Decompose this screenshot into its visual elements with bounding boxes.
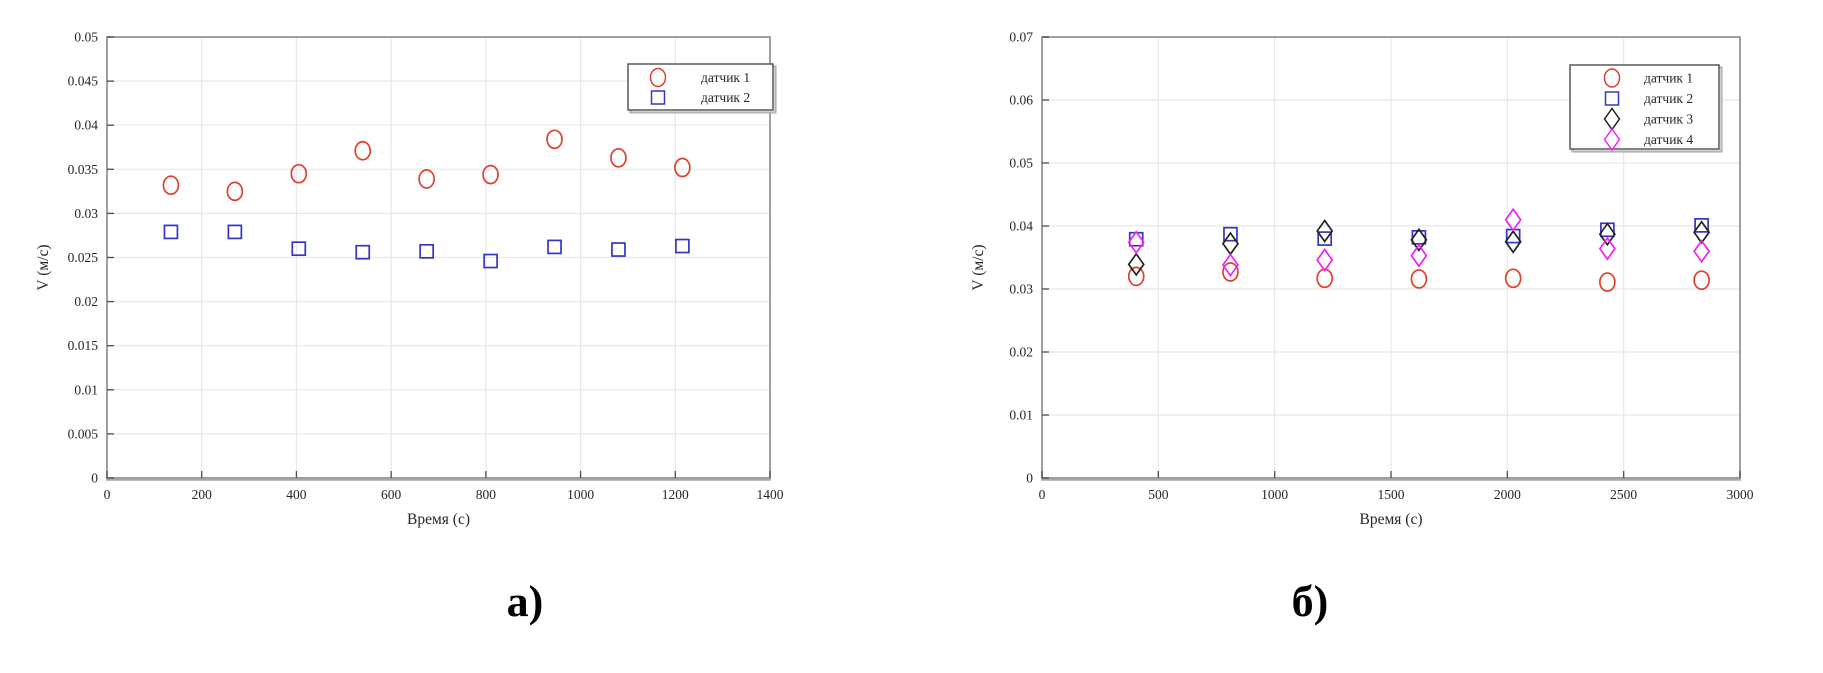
svg-text:500: 500 <box>1148 487 1169 502</box>
svg-text:0: 0 <box>91 471 98 486</box>
svg-text:0.01: 0.01 <box>1009 408 1033 423</box>
svg-text:600: 600 <box>381 487 402 502</box>
svg-text:0.07: 0.07 <box>1009 30 1033 45</box>
svg-text:0.045: 0.045 <box>68 74 99 89</box>
svg-text:2500: 2500 <box>1610 487 1637 502</box>
svg-text:0.03: 0.03 <box>1009 282 1033 297</box>
svg-text:датчик 3: датчик 3 <box>1644 112 1693 127</box>
svg-text:0.06: 0.06 <box>1009 93 1033 108</box>
svg-text:0: 0 <box>1026 471 1033 486</box>
svg-text:V (м/с): V (м/с) <box>35 244 52 290</box>
svg-text:3000: 3000 <box>1727 487 1754 502</box>
svg-text:200: 200 <box>192 487 213 502</box>
svg-text:0.05: 0.05 <box>74 30 98 45</box>
svg-text:датчик 1: датчик 1 <box>701 70 750 85</box>
svg-text:0: 0 <box>104 487 111 502</box>
svg-text:0.03: 0.03 <box>74 206 98 221</box>
svg-text:1000: 1000 <box>1261 487 1288 502</box>
svg-text:0.04: 0.04 <box>74 118 98 133</box>
svg-text:0.035: 0.035 <box>68 162 99 177</box>
svg-text:датчик 1: датчик 1 <box>1644 71 1693 86</box>
svg-text:0: 0 <box>1039 487 1046 502</box>
svg-text:0.02: 0.02 <box>1009 345 1033 360</box>
svg-text:800: 800 <box>476 487 497 502</box>
svg-text:0.02: 0.02 <box>74 294 98 309</box>
svg-text:1400: 1400 <box>757 487 784 502</box>
svg-text:1000: 1000 <box>567 487 594 502</box>
chart-b-scatter-plot: 0 500 1000 1500 2000 2500 3000 0 0.01 0.02 0.03 0.0… <box>970 30 1754 529</box>
chart-a-scatter-plot: 0 200 400 600 800 1000 1200 1400 0 0.005 0.01 0.015… <box>35 30 784 529</box>
svg-text:0.005: 0.005 <box>68 426 99 441</box>
svg-text:400: 400 <box>286 487 307 502</box>
svg-text:2000: 2000 <box>1494 487 1521 502</box>
svg-text:датчик 2: датчик 2 <box>701 90 750 105</box>
caption-b: б) <box>1291 577 1329 626</box>
caption-a: а) <box>506 577 544 626</box>
svg-text:1500: 1500 <box>1378 487 1405 502</box>
svg-text:0.015: 0.015 <box>68 338 99 353</box>
svg-text:0.04: 0.04 <box>1009 219 1033 234</box>
svg-text:V (м/с): V (м/с) <box>970 244 987 290</box>
svg-text:Время (с): Время (с) <box>407 511 470 528</box>
svg-text:1200: 1200 <box>662 487 689 502</box>
svg-text:0.05: 0.05 <box>1009 156 1033 171</box>
svg-text:датчик 2: датчик 2 <box>1644 91 1693 106</box>
svg-text:датчик 4: датчик 4 <box>1644 132 1693 147</box>
svg-text:0.01: 0.01 <box>74 382 98 397</box>
svg-text:0.025: 0.025 <box>68 250 99 265</box>
svg-text:Время (с): Время (с) <box>1360 511 1423 528</box>
